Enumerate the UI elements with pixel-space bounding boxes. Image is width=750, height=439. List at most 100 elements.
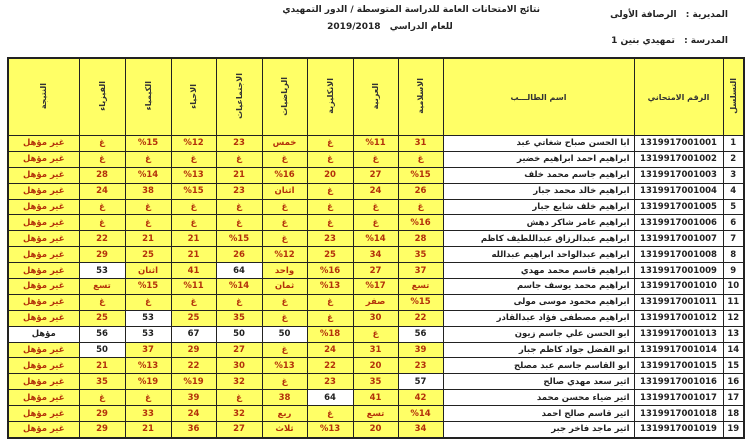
exam-number: 1319917001012 — [633, 309, 724, 327]
score-social: %14 — [215, 278, 263, 295]
score-islamic: غ — [397, 198, 444, 216]
score-chemistry: 21 — [124, 230, 172, 248]
score-islamic: %15 — [397, 293, 444, 311]
score-physics: غ — [78, 293, 126, 311]
score-english: غ — [306, 198, 354, 216]
academic-year: للعام الدراسي 2019/2018 — [300, 22, 480, 32]
table-row: غير مؤهل 53 اثنان 41 64 واحد %16 27 37 ابراهيم قا… — [7, 262, 745, 280]
score-chemistry: غ — [124, 293, 172, 311]
score-arabic: 20 — [352, 357, 399, 375]
score-english: %16 — [306, 262, 354, 280]
result-cell: غير مؤهل — [7, 373, 80, 391]
score-arabic: تسع — [352, 405, 399, 423]
score-social: غ — [215, 214, 263, 232]
score-physics: غ — [78, 214, 126, 232]
score-chemistry: 53 — [124, 325, 172, 343]
exam-number: 1319917001003 — [633, 166, 724, 184]
score-chemistry: غ — [124, 198, 172, 216]
score-islamic: 22 — [397, 309, 444, 327]
student-name: ابو الفضل جواد كاظم جبار — [442, 341, 635, 359]
col-islamic: الاسلامية — [397, 57, 444, 136]
table-row: غير مؤهل 22 21 21 %15 غ 23 %14 28 ابراهيم عبدالرز… — [7, 230, 745, 248]
score-social: 32 — [215, 405, 263, 423]
score-chemistry: %15 — [124, 135, 172, 152]
score-english: غ — [306, 214, 354, 232]
score-math: اثنان — [261, 182, 308, 200]
score-math: 50 — [261, 325, 308, 343]
score-arabic: غ — [352, 325, 399, 343]
exam-number: 1319917001008 — [633, 246, 724, 264]
score-biology: 24 — [170, 405, 217, 423]
exam-number: 1319917001006 — [633, 214, 724, 232]
result-cell: غير مؤهل — [7, 150, 80, 168]
score-math: غ — [261, 230, 308, 248]
score-islamic: 35 — [397, 246, 444, 264]
directorate-value: الرصافة الأولى — [610, 10, 677, 20]
score-physics: 29 — [78, 246, 126, 264]
sequence-number: 18 — [722, 405, 745, 423]
student-name: ابراهيم محمد يوسف جاسم — [442, 278, 635, 295]
score-english: غ — [306, 182, 354, 200]
sequence-number: 1 — [722, 135, 745, 152]
table-row: غير مؤهل غ غ غ غ غ غ غ غ ابراهيم احمد ابراهيم خضي… — [7, 150, 745, 168]
exam-number: 1319917001016 — [633, 373, 724, 391]
score-biology: %11 — [170, 278, 217, 295]
sequence-number: 8 — [722, 246, 745, 264]
score-islamic: 42 — [397, 389, 444, 407]
student-name: ابو القاسم جاسم عبد مصلح — [442, 357, 635, 375]
col-result: النتيجة — [7, 57, 80, 136]
score-biology: %12 — [170, 135, 217, 152]
student-name: ابا الحسن صباح شغاتي عبد — [442, 135, 635, 152]
result-cell: مؤهل — [7, 325, 80, 343]
score-arabic: 34 — [352, 246, 399, 264]
score-english: 23 — [306, 230, 354, 248]
score-social: %15 — [215, 230, 263, 248]
result-cell: غير مؤهل — [7, 389, 80, 407]
sequence-number: 6 — [722, 214, 745, 232]
score-biology: 22 — [170, 357, 217, 375]
score-arabic: 24 — [352, 182, 399, 200]
table-row: غير مؤهل 21 %13 22 30 %13 22 20 23 ابو القاسم جاس… — [7, 357, 745, 375]
score-biology: 21 — [170, 230, 217, 248]
score-islamic: تسع — [397, 278, 444, 295]
score-physics: 35 — [78, 373, 126, 391]
score-english: 64 — [306, 389, 354, 407]
col-math: الرياضيات — [261, 57, 308, 136]
score-chemistry: %13 — [124, 357, 172, 375]
score-english: 25 — [306, 246, 354, 264]
sequence-number: 7 — [722, 230, 745, 248]
sequence-number: 17 — [722, 389, 745, 407]
exam-number: 1319917001002 — [633, 150, 724, 168]
exam-number: 1319917001005 — [633, 198, 724, 216]
score-islamic: %16 — [397, 214, 444, 232]
score-arabic: %17 — [352, 278, 399, 295]
score-english: غ — [306, 150, 354, 168]
score-arabic: 31 — [352, 341, 399, 359]
score-arabic: 27 — [352, 166, 399, 184]
student-name: ابراهيم احمد ابراهيم خضير — [442, 150, 635, 168]
score-arabic: غ — [352, 150, 399, 168]
col-name: اسم الطالـــب — [442, 57, 635, 136]
score-math: ربع — [261, 405, 308, 423]
table-row: غير مؤهل غ غ 39 غ 38 64 41 42 اثير ضياء محسن محمد… — [7, 389, 745, 407]
score-chemistry: غ — [124, 150, 172, 168]
exam-number: 1319917001011 — [633, 293, 724, 311]
score-english: %13 — [306, 278, 354, 295]
year-value: 2019/2018 — [327, 22, 381, 32]
score-physics: 28 — [78, 166, 126, 184]
score-math: خمس — [261, 135, 308, 152]
col-biology: الاحياء — [170, 57, 217, 136]
col-english: الانكليزية — [306, 57, 354, 136]
score-islamic: 26 — [397, 182, 444, 200]
table-row: غير مؤهل 29 25 21 26 %12 25 34 35 ابراهيم عبدالوا… — [7, 246, 745, 264]
score-chemistry: %14 — [124, 166, 172, 184]
sequence-number: 9 — [722, 262, 745, 280]
score-social: 32 — [215, 373, 263, 391]
score-math: غ — [261, 150, 308, 168]
student-name: ابراهيم محمود موسى مولى — [442, 293, 635, 311]
result-cell: غير مؤهل — [7, 278, 80, 295]
score-social: غ — [215, 198, 263, 216]
score-islamic: 28 — [397, 230, 444, 248]
score-biology: 41 — [170, 262, 217, 280]
score-biology: 29 — [170, 341, 217, 359]
